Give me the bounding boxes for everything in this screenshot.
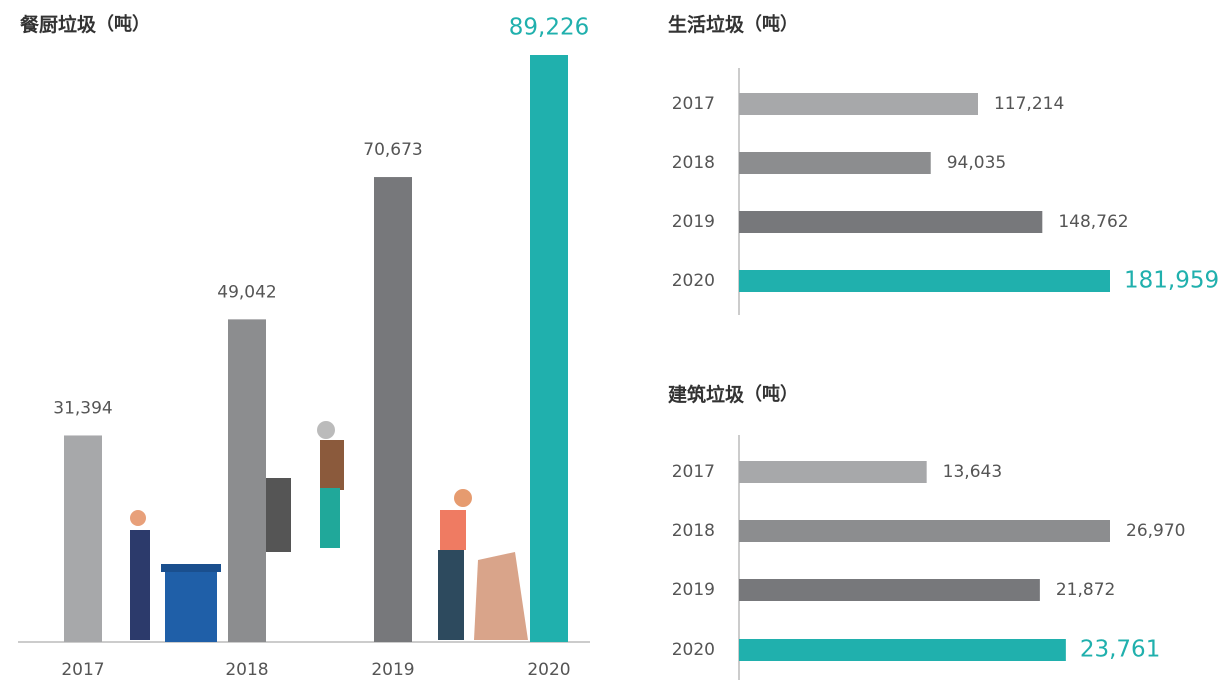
x-tick-label: 2017 [61, 660, 104, 680]
data-label: 117,214 [994, 94, 1064, 114]
bar [739, 639, 1066, 661]
x-tick-label: 2020 [527, 660, 570, 680]
bar [739, 211, 1043, 233]
bar [530, 55, 568, 642]
y-tick-label: 2019 [672, 212, 715, 232]
bar [739, 93, 978, 115]
data-label: 148,762 [1058, 212, 1128, 232]
y-tick-label: 2019 [672, 580, 715, 600]
x-tick-label: 2019 [371, 660, 414, 680]
chart-title: 生活垃圾（吨） [668, 13, 798, 36]
bar [739, 152, 931, 174]
y-tick-label: 2017 [672, 462, 715, 482]
data-label: 26,970 [1126, 521, 1185, 541]
data-label: 21,872 [1056, 580, 1115, 600]
y-tick-label: 2017 [672, 94, 715, 114]
bar [739, 270, 1110, 292]
data-label: 31,394 [53, 398, 112, 418]
data-label: 70,673 [363, 140, 422, 160]
data-label: 23,761 [1080, 637, 1160, 663]
bar [228, 319, 266, 642]
y-tick-label: 2020 [672, 640, 715, 660]
data-label: 49,042 [217, 282, 276, 302]
bar [739, 579, 1040, 601]
bar [739, 461, 927, 483]
data-label: 13,643 [943, 462, 1002, 482]
x-tick-label: 2018 [225, 660, 268, 680]
data-label: 181,959 [1124, 268, 1219, 294]
chart-title: 餐厨垃圾（吨） [20, 13, 150, 36]
bar [64, 435, 102, 642]
y-tick-label: 2020 [672, 271, 715, 291]
data-label: 94,035 [947, 153, 1006, 173]
bar [374, 177, 412, 643]
bar [739, 520, 1110, 542]
y-tick-label: 2018 [672, 521, 715, 541]
y-tick-label: 2018 [672, 153, 715, 173]
illustration [130, 421, 555, 642]
chart-title: 建筑垃圾（吨） [668, 383, 798, 406]
data-label: 89,226 [509, 15, 589, 41]
